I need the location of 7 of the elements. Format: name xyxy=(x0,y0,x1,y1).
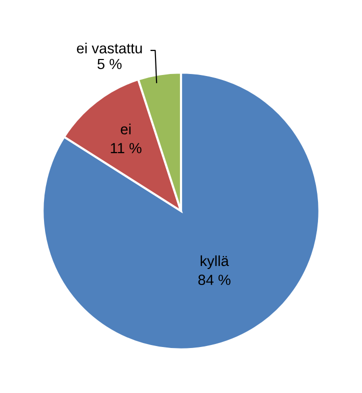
data-label: 5 % xyxy=(98,58,122,70)
data-label: 84 % xyxy=(198,274,230,285)
slice-label: ei xyxy=(120,124,131,134)
slice-label: kyllä xyxy=(200,255,229,269)
slice-label: ei vastattu xyxy=(76,42,142,54)
data-label: 11 % xyxy=(110,143,142,154)
pie-slice xyxy=(42,72,320,350)
